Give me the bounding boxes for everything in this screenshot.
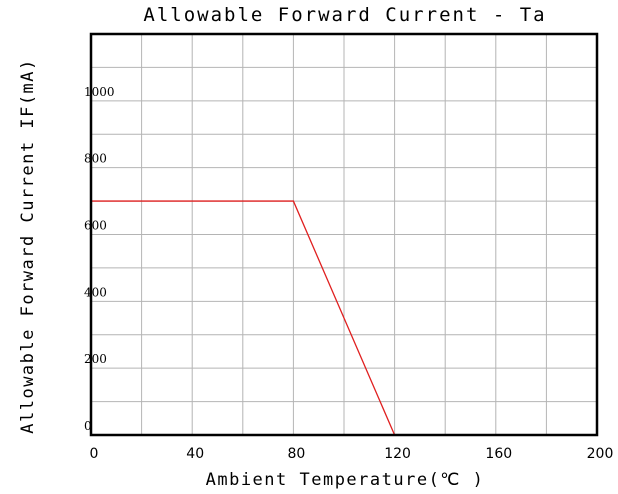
x-tick-label: 40 [186, 446, 204, 462]
series-layer [91, 200, 396, 436]
y-tick-label: 800 [84, 152, 107, 166]
y-axis-label: Allowable Forward Current IF(mA) [18, 58, 38, 434]
grid [91, 34, 597, 435]
y-tick-label: 0 [84, 419, 92, 433]
plot-frame [89, 32, 599, 437]
x-tick-label: 80 [287, 446, 305, 462]
chart-title: Allowable Forward Current - Ta [143, 4, 546, 26]
y-tick-label: 200 [84, 352, 107, 366]
series-line [91, 200, 396, 436]
x-axis-label: Ambient Temperature(℃ ) [206, 470, 485, 490]
y-tick-labels: 0 200 400 600 800 1000 [84, 85, 115, 433]
x-tick-label: 0 [90, 446, 99, 462]
x-tick-label: 160 [485, 446, 512, 462]
y-tick-label: 600 [84, 219, 107, 233]
y-tick-label: 1000 [84, 85, 115, 99]
x-tick-label: 120 [384, 446, 411, 462]
x-tick-labels: 0 40 80 120 160 200 [90, 446, 614, 462]
y-tick-label: 400 [84, 285, 107, 299]
x-tick-label: 200 [587, 446, 614, 462]
